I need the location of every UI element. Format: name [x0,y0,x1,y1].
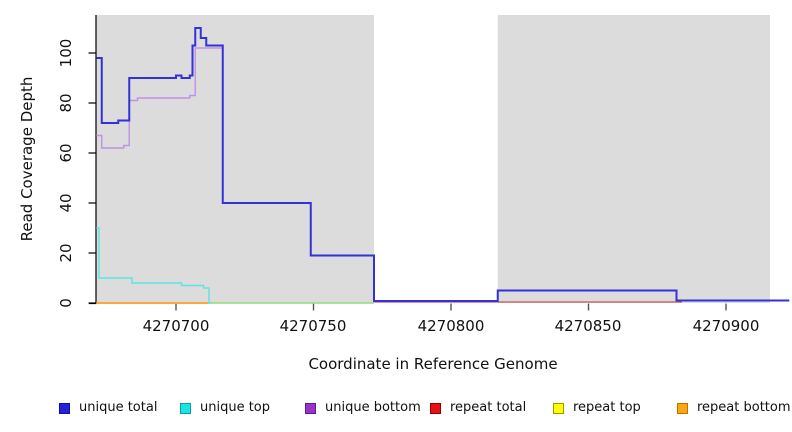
y-tick-label-40: 40 [57,193,75,213]
legend-item-repeat-bottom: repeat bottom [677,401,791,415]
x-tick-label-4270750: 4270750 [279,317,347,335]
repeat-total-swatch-icon [430,402,441,414]
unique-bottom-swatch-icon [305,402,316,414]
repeat-top-swatch-icon [553,402,564,414]
legend-item-unique-total: unique total [59,401,157,415]
y-tick-label-100: 100 [57,38,75,68]
series-line-unique-total [96,27,790,302]
coverage-gap-band [374,15,498,303]
legend-item-repeat-total: repeat total [430,401,526,415]
y-tick-label-0: 0 [57,298,75,308]
unique-top-swatch-icon [180,402,191,414]
x-axis-title: Coordinate in Reference Genome [308,355,558,373]
legend-label: repeat top [573,400,641,415]
repeat-bottom-swatch-icon [677,402,688,414]
legend-label: repeat total [450,400,527,415]
legend-item-unique-top: unique top [180,401,270,415]
y-tick-label-20: 20 [57,243,75,263]
x-tick-label-4270700: 4270700 [142,317,210,335]
y-axis-title: Read Coverage Depth [18,76,36,242]
x-tick-label-4270800: 4270800 [417,317,485,335]
legend-item-repeat-top: repeat top [553,401,641,415]
x-tick-label-4270900: 4270900 [692,317,760,335]
x-tick-label-4270850: 4270850 [554,317,622,335]
legend-label: unique total [79,400,158,415]
unique-total-swatch-icon [59,402,70,414]
legend-label: unique bottom [325,400,421,415]
y-tick-label-80: 80 [57,93,75,113]
y-tick-label-60: 60 [57,143,75,163]
legend-label: repeat bottom [697,400,791,415]
legend-label: unique top [200,400,271,415]
series-line-unique-top [96,227,212,304]
legend-item-unique-bottom: unique bottom [305,401,421,415]
